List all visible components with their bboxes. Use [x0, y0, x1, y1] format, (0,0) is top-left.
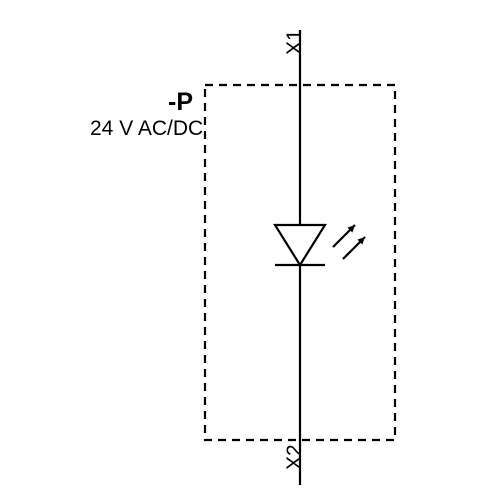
terminal-bottom-label: X2 [283, 444, 307, 470]
voltage-label: 24 V AC/DC [90, 117, 203, 141]
designator-label: -P [168, 88, 193, 117]
schematic-canvas [0, 0, 500, 500]
terminal-top-label: X1 [283, 29, 307, 55]
